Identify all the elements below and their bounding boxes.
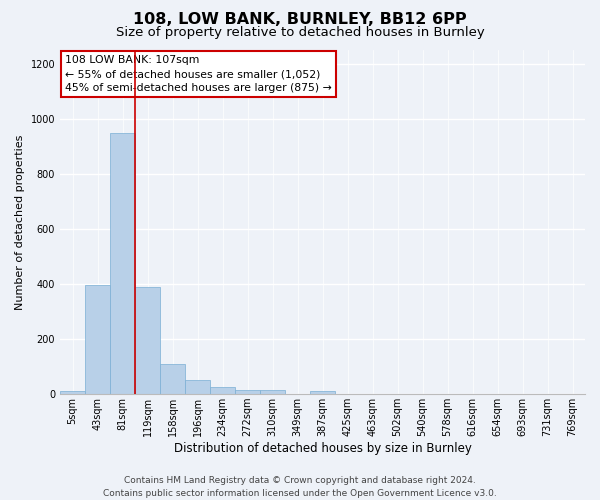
X-axis label: Distribution of detached houses by size in Burnley: Distribution of detached houses by size …	[173, 442, 472, 455]
Bar	[210, 388, 235, 394]
Y-axis label: Number of detached properties: Number of detached properties	[15, 134, 25, 310]
Bar	[110, 132, 135, 394]
Bar	[310, 392, 335, 394]
Text: 108, LOW BANK, BURNLEY, BB12 6PP: 108, LOW BANK, BURNLEY, BB12 6PP	[133, 12, 467, 28]
Bar	[235, 390, 260, 394]
Bar	[160, 364, 185, 394]
Text: 108 LOW BANK: 107sqm
← 55% of detached houses are smaller (1,052)
45% of semi-de: 108 LOW BANK: 107sqm ← 55% of detached h…	[65, 55, 332, 93]
Bar	[185, 380, 210, 394]
Bar	[135, 287, 160, 394]
Bar	[60, 390, 85, 394]
Bar	[85, 286, 110, 394]
Text: Contains HM Land Registry data © Crown copyright and database right 2024.
Contai: Contains HM Land Registry data © Crown c…	[103, 476, 497, 498]
Bar	[260, 390, 285, 394]
Text: Size of property relative to detached houses in Burnley: Size of property relative to detached ho…	[116, 26, 484, 39]
